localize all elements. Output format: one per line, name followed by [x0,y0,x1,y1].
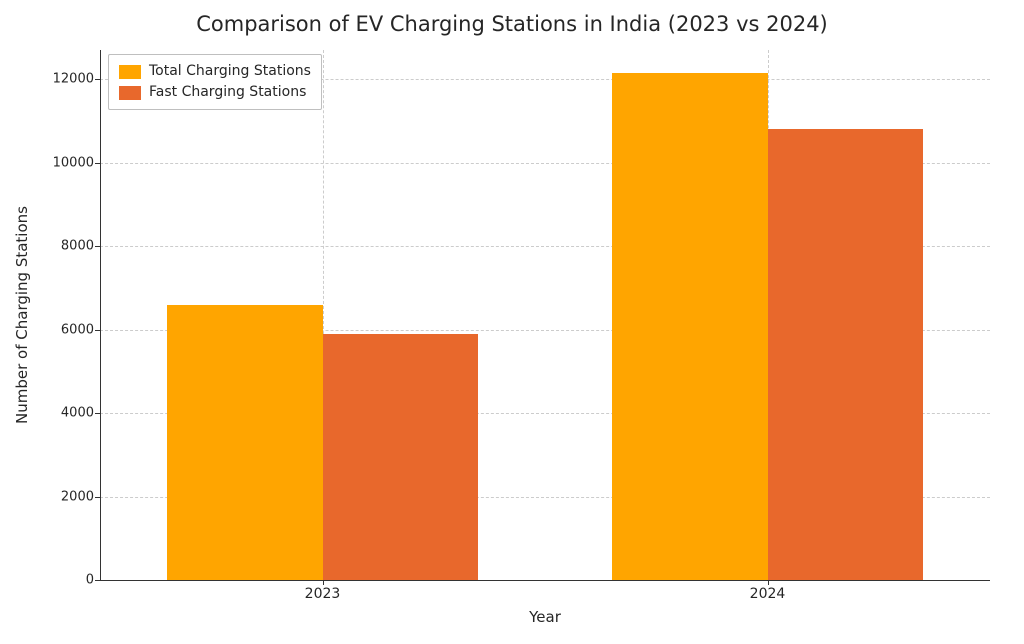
legend-swatch [119,86,141,100]
y-tick-mark [95,246,100,247]
x-tick-mark [768,580,769,585]
y-tick-label: 0 [34,573,94,588]
y-tick-mark [95,580,100,581]
legend-item: Fast Charging Stations [119,82,311,103]
bar-total-charging-stations-2024 [612,73,768,580]
y-tick-label: 8000 [34,239,94,254]
legend-label: Fast Charging Stations [149,82,306,103]
y-tick-mark [95,163,100,164]
x-axis-label: Year [529,608,561,626]
x-axis-spine [100,580,990,581]
bar-total-charging-stations-2023 [167,305,323,580]
y-axis-spine [100,50,101,580]
chart-title: Comparison of EV Charging Stations in In… [0,12,1024,36]
bar-fast-charging-stations-2023 [323,334,479,580]
y-tick-mark [95,330,100,331]
y-tick-label: 10000 [34,155,94,170]
legend-item: Total Charging Stations [119,61,311,82]
plot-area [100,50,990,580]
y-tick-mark [95,497,100,498]
legend-label: Total Charging Stations [149,61,311,82]
x-tick-label: 2024 [750,586,786,602]
chart-container: Comparison of EV Charging Stations in In… [0,0,1024,644]
x-tick-label: 2023 [305,586,341,602]
y-tick-label: 12000 [34,72,94,87]
x-tick-mark [323,580,324,585]
y-tick-label: 4000 [34,406,94,421]
y-tick-mark [95,413,100,414]
y-axis-label: Number of Charging Stations [13,206,31,424]
y-tick-label: 2000 [34,489,94,504]
y-tick-mark [95,79,100,80]
y-tick-label: 6000 [34,322,94,337]
legend-swatch [119,65,141,79]
legend: Total Charging StationsFast Charging Sta… [108,54,322,110]
bar-fast-charging-stations-2024 [768,129,924,580]
